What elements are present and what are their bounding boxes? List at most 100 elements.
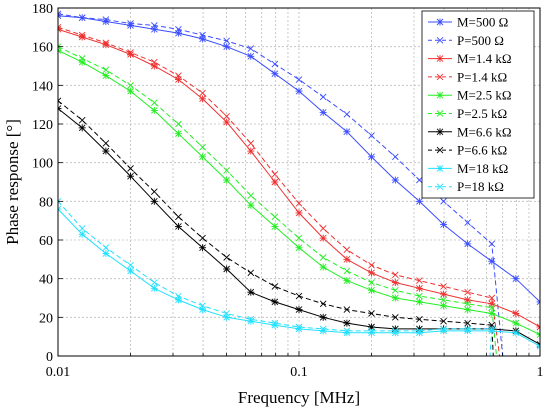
data-point (223, 43, 231, 51)
data-point (199, 35, 207, 43)
data-point (416, 292, 423, 300)
data-point (392, 286, 399, 294)
data-point (319, 313, 327, 321)
data-point (127, 172, 135, 180)
data-point (102, 244, 110, 252)
data-point (199, 153, 207, 161)
legend-label: P=18 kΩ (457, 179, 504, 194)
legend-marker (436, 73, 444, 81)
y-tick-label: 180 (32, 2, 53, 17)
data-point (199, 234, 206, 242)
series-line-10 (58, 200, 493, 356)
data-point (151, 22, 158, 29)
data-point (440, 325, 447, 333)
data-point (488, 304, 496, 311)
data-point (175, 213, 182, 221)
data-point (127, 87, 135, 95)
data-point (512, 275, 520, 283)
data-point (319, 108, 327, 116)
data-point (391, 294, 399, 302)
legend-marker (436, 128, 444, 136)
data-point (78, 14, 86, 21)
data-point (295, 306, 303, 314)
data-point (415, 298, 423, 306)
x-tick-label: 0.01 (46, 365, 71, 380)
data-point (271, 70, 279, 78)
data-point (247, 52, 255, 60)
data-point (440, 198, 447, 205)
data-point (295, 323, 303, 331)
data-point (440, 221, 448, 229)
y-tick-label: 120 (32, 118, 53, 133)
data-point (150, 197, 158, 205)
data-point (199, 89, 206, 97)
data-point (58, 97, 62, 105)
data-point (343, 255, 351, 263)
data-point (343, 111, 351, 118)
data-point (464, 219, 471, 226)
data-point (102, 16, 110, 23)
data-point (102, 66, 110, 74)
legend: M=500 Ω P=500 Ω M=1.4 kΩ P=1.4 kΩ M=2.5 kΩ P=… (421, 10, 535, 199)
data-point (199, 244, 207, 252)
data-point (247, 201, 255, 209)
data-point (368, 286, 376, 294)
data-point (58, 198, 62, 205)
data-point (464, 288, 471, 296)
data-point (127, 165, 134, 172)
data-point (271, 283, 279, 290)
data-point (127, 82, 134, 89)
y-tick-label: 20 (39, 311, 53, 326)
data-point (536, 331, 540, 339)
data-point (58, 43, 62, 50)
legend-marker (436, 18, 444, 26)
data-point (223, 310, 230, 317)
data-point (343, 306, 351, 313)
data-point (295, 209, 303, 217)
x-axis-label: Frequency [MHz] (238, 388, 360, 407)
data-point (415, 197, 423, 205)
legend-label: M=6.6 kΩ (457, 124, 512, 139)
data-point (368, 279, 375, 286)
data-point (151, 99, 158, 107)
legend-label: M=1.4 kΩ (457, 51, 512, 66)
data-point (295, 76, 303, 83)
axis-ticks: 0 20 40 60 80 100 120 140 160 180 0.01 0.1 1 (32, 2, 544, 380)
data-point (536, 323, 540, 331)
data-point (58, 10, 62, 18)
data-point (247, 315, 255, 323)
data-point (391, 279, 399, 287)
data-point (151, 279, 158, 286)
data-point (58, 24, 62, 31)
data-point (343, 128, 351, 136)
data-point (223, 167, 230, 174)
data-point (319, 300, 327, 308)
data-point (223, 254, 230, 261)
data-point (416, 327, 423, 335)
data-point (368, 310, 375, 317)
data-point (150, 284, 158, 292)
data-point (223, 37, 230, 45)
y-tick-label: 160 (32, 41, 53, 56)
data-point (416, 315, 423, 323)
data-point (223, 313, 231, 321)
data-point (150, 25, 158, 33)
data-point (343, 327, 351, 335)
legend-label: P=6.6 kΩ (457, 143, 507, 158)
data-point (78, 31, 86, 39)
x-tick-label: 0.1 (290, 365, 308, 380)
data-point (319, 325, 327, 333)
data-point (392, 271, 399, 279)
legend-label: M=2.5 kΩ (457, 88, 512, 103)
data-point (440, 290, 448, 298)
data-point (319, 263, 327, 271)
data-point (295, 234, 303, 242)
data-point (392, 314, 399, 321)
data-point (464, 296, 472, 304)
data-point (223, 176, 231, 184)
legend-label: P=2.5 kΩ (457, 106, 507, 121)
data-point (440, 317, 447, 325)
data-point (78, 225, 86, 232)
legend-marker (436, 91, 444, 99)
